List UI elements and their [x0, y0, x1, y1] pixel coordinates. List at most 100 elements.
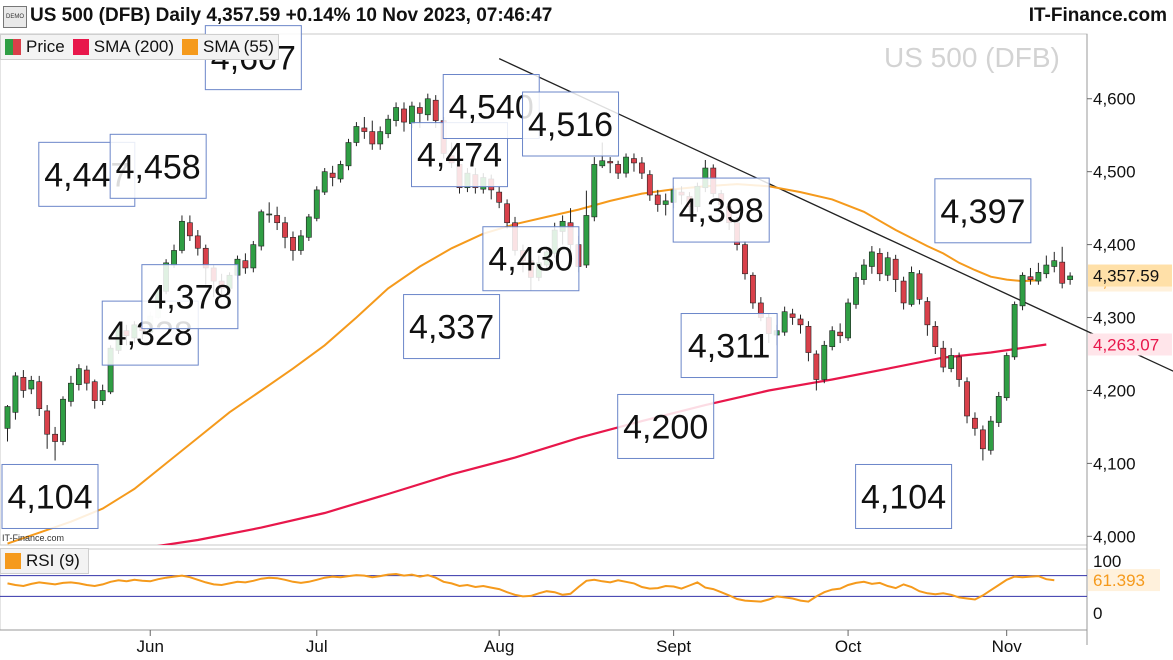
candle-body	[369, 131, 376, 145]
rsi-legend: RSI (9)	[0, 548, 89, 574]
candle	[353, 122, 360, 147]
annotation-label: 4,397	[940, 193, 1025, 231]
candle	[83, 365, 90, 391]
candle	[313, 186, 320, 222]
candle-body	[1067, 275, 1074, 280]
rsi-tick-label: 100	[1093, 552, 1121, 571]
candle	[496, 186, 503, 209]
candle-body	[52, 433, 58, 442]
y-tick-label: 4,300	[1093, 309, 1136, 328]
candle	[28, 375, 35, 395]
candle	[829, 326, 836, 351]
x-tick-label: Sept	[656, 637, 691, 656]
candle-body	[179, 220, 185, 251]
candle-body	[876, 253, 883, 275]
chart-title: US 500 (DFB) Daily 4,357.59 +0.14% 10 No…	[30, 5, 553, 26]
candle	[186, 215, 193, 241]
candle-body	[290, 237, 296, 251]
candle-body	[805, 325, 812, 353]
candle-body	[599, 160, 606, 167]
candle-body	[956, 356, 962, 380]
price-annotation: 4,337	[403, 294, 501, 360]
rsi-current-label: 61.393	[1093, 571, 1145, 590]
sma55-swatch	[182, 39, 199, 55]
legend-label-rsi: RSI (9)	[26, 551, 80, 570]
candle	[1003, 352, 1010, 401]
candle-body	[385, 118, 392, 135]
candle	[329, 165, 336, 187]
annotation-label: 4,474	[417, 137, 502, 175]
candle-body	[916, 273, 923, 300]
candle	[797, 314, 804, 334]
candle-body	[979, 429, 986, 450]
candle	[4, 405, 11, 442]
candle	[345, 138, 352, 171]
demo-icon[interactable]: DEMO	[3, 6, 27, 28]
candle-body	[75, 368, 82, 385]
candle-body	[361, 127, 368, 132]
candle-body	[12, 375, 19, 413]
candle	[52, 426, 58, 461]
legend-item-sma200[interactable]: SMA (200)	[72, 37, 174, 57]
candle	[868, 246, 875, 274]
candle	[282, 216, 288, 249]
legend-item-rsi[interactable]: RSI (9)	[5, 551, 80, 571]
candle-body	[868, 251, 875, 267]
candle-body	[409, 105, 415, 124]
candle	[1043, 255, 1050, 279]
legend-item-sma55[interactable]: SMA (55)	[182, 37, 274, 57]
candle-body	[377, 131, 384, 145]
candle-body	[813, 353, 820, 380]
candle	[194, 230, 201, 256]
candle-body	[266, 213, 273, 216]
annotation-label: 4,430	[488, 241, 573, 279]
candle	[99, 384, 106, 406]
price-swatch	[5, 39, 21, 55]
candle-body	[853, 277, 859, 305]
candle-body	[496, 191, 503, 203]
current-price-label: 4,357.59	[1093, 267, 1159, 286]
candle-body	[298, 235, 304, 251]
candle	[36, 375, 43, 416]
legend-item-price[interactable]: Price	[5, 37, 65, 57]
rsi-tick-label: 0	[1093, 604, 1102, 623]
candle	[75, 364, 82, 391]
candle	[837, 323, 844, 344]
candle	[583, 190, 590, 268]
candle	[385, 114, 392, 139]
candle	[361, 116, 368, 139]
candle	[940, 340, 947, 373]
candle-body	[321, 171, 328, 193]
candle-body	[892, 258, 899, 280]
sma200-axis-label: 4,263.07	[1093, 335, 1159, 354]
candle-body	[194, 235, 201, 249]
candle-body	[401, 108, 407, 123]
candle	[908, 266, 915, 307]
price-annotation: 4,458	[109, 133, 207, 199]
candle	[298, 230, 304, 255]
annotation-label: 4,458	[116, 148, 201, 186]
candle-body	[1035, 272, 1042, 282]
candle-body	[282, 222, 288, 238]
sma55-line	[7, 183, 1039, 545]
candle	[393, 102, 399, 127]
candle	[742, 240, 748, 280]
candle	[607, 157, 614, 174]
annotation-box	[934, 178, 1032, 244]
candle-body	[91, 381, 98, 401]
candle	[1067, 272, 1074, 285]
candle-body	[995, 396, 1002, 423]
price-annotation: 4,104	[1, 463, 99, 529]
candle	[964, 377, 970, 424]
annotation-label: 4,540	[449, 89, 534, 127]
candle	[892, 254, 899, 293]
candle	[274, 206, 281, 231]
candle-body	[829, 330, 836, 348]
candle-body	[329, 172, 336, 178]
candle	[623, 153, 629, 178]
candle-body	[948, 355, 955, 369]
candle	[948, 348, 955, 373]
candle-body	[353, 126, 360, 143]
candle	[12, 372, 19, 420]
